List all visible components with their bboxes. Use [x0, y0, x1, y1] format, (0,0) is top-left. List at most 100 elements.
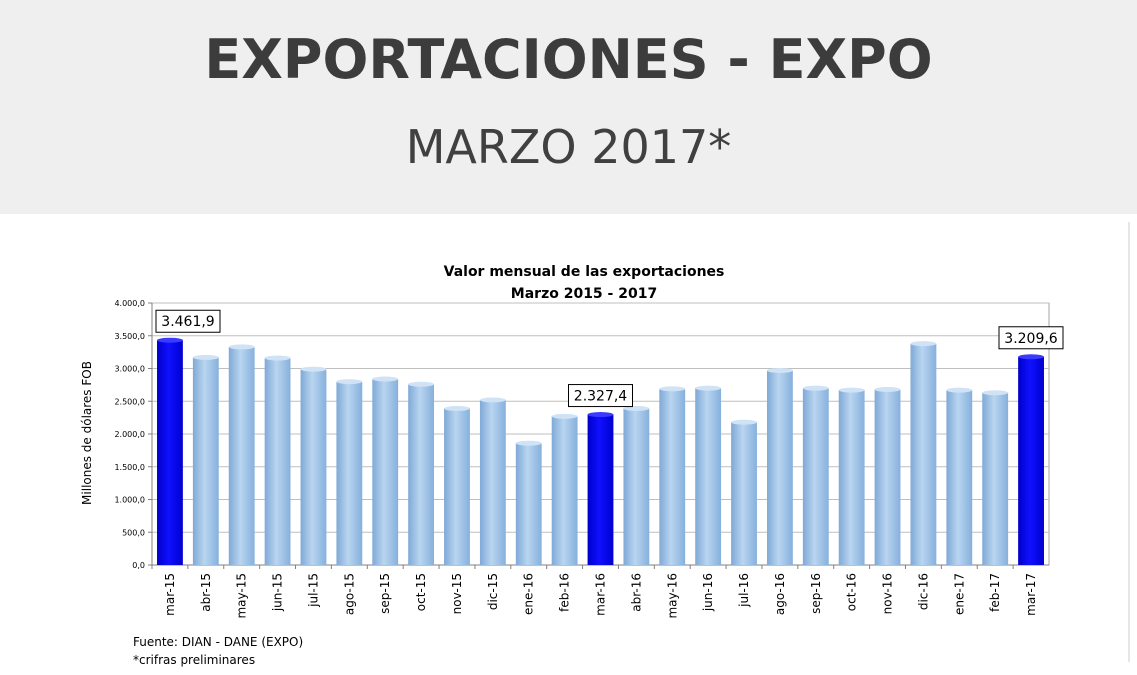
- bar-cap: [1018, 354, 1044, 360]
- x-tick-label: jun-15: [271, 573, 285, 612]
- page-title: EXPORTACIONES - EXPO: [204, 28, 933, 91]
- bar-cap: [623, 405, 650, 411]
- bar-abr-15: [192, 357, 219, 565]
- preliminary-note: *crifras preliminares: [133, 653, 256, 667]
- bar-cap: [264, 355, 291, 361]
- bar-cap: [587, 412, 614, 418]
- data-label: 3.209,6: [1004, 331, 1058, 347]
- bar-feb-16: [551, 416, 578, 565]
- bar-cap: [982, 390, 1009, 396]
- x-tick-label: jul-16: [737, 573, 751, 608]
- y-tick-label: 500,0: [122, 528, 145, 537]
- y-tick-label: 2.500,0: [114, 397, 145, 406]
- bar-cap: [408, 381, 435, 387]
- bar-ago-16: [766, 370, 793, 565]
- x-tick-label: nov-16: [881, 573, 895, 614]
- bar-cap: [695, 385, 722, 391]
- x-tick-label: ene-17: [952, 573, 966, 615]
- bar-cap: [479, 397, 506, 403]
- x-tick-label: sep-15: [378, 573, 392, 614]
- y-tick-label: 4.000,0: [114, 299, 145, 308]
- bar-dic-16: [910, 343, 937, 565]
- export-bar-chart: Valor mensual de las exportaciones Marzo…: [80, 264, 1064, 619]
- x-tick-label: ene-16: [522, 573, 536, 615]
- x-tick-label: jun-16: [701, 573, 715, 612]
- bar-mar-15: [157, 340, 183, 565]
- bar-mar-16: [587, 414, 614, 565]
- y-tick-label: 1.500,0: [114, 463, 145, 472]
- bar-ago-15: [336, 381, 363, 565]
- bar-oct-16: [838, 390, 865, 565]
- x-tick-label: feb-16: [558, 573, 572, 612]
- y-tick-label: 2.000,0: [114, 430, 145, 439]
- bar-cap: [766, 368, 793, 373]
- bar-cap: [192, 354, 219, 360]
- bar-nov-15: [444, 408, 470, 565]
- y-tick-label: 3.500,0: [114, 332, 145, 341]
- bar-cap: [731, 419, 757, 425]
- x-tick-label: feb-17: [988, 573, 1002, 612]
- bar-may-16: [659, 388, 686, 565]
- x-tick-label: may-16: [665, 573, 679, 619]
- x-tick-label: mar-16: [594, 573, 608, 616]
- y-tick-label: 0,0: [132, 561, 145, 570]
- data-label-box: [568, 384, 633, 408]
- bar-cap: [300, 366, 327, 372]
- source-text: Fuente: DIAN - DANE (EXPO): [133, 635, 304, 649]
- bar-feb-17: [982, 392, 1009, 565]
- x-tick-label: dic-15: [486, 573, 500, 610]
- data-label-box: [155, 309, 221, 333]
- data-label: 3.461,9: [161, 314, 214, 330]
- bar-cap: [659, 386, 686, 392]
- bar-dic-15: [479, 399, 506, 565]
- data-label-box: [998, 326, 1064, 350]
- data-label: 2.327,4: [574, 389, 628, 405]
- header-band: [0, 0, 1137, 214]
- source-note: Fuente: DIAN - DANE (EXPO) *crifras prel…: [133, 633, 303, 669]
- bar-cap: [444, 405, 470, 411]
- bar-oct-15: [408, 384, 435, 565]
- bar-cap: [874, 386, 901, 392]
- slide-edge-divider: [1128, 222, 1130, 662]
- bar-cap: [372, 376, 399, 382]
- bar-jun-16: [695, 388, 722, 565]
- bar-sep-16: [802, 388, 829, 565]
- x-tick-label: jul-15: [306, 573, 320, 608]
- bar-jul-15: [300, 369, 327, 565]
- y-axis-label: Millones de dólares FOB: [80, 361, 94, 505]
- x-tick-label: ago-16: [773, 573, 787, 615]
- x-tick-label: mar-15: [163, 573, 177, 616]
- bar-ene-16: [515, 443, 542, 565]
- bar-mar-17: [1018, 356, 1044, 565]
- x-tick-label: abr-16: [629, 573, 643, 612]
- chart-plot-area: 0,0 500,0 1.000,0 1.500,0 2.000,0 2.500,0 3.00…: [114, 299, 1064, 619]
- bar-jun-15: [264, 358, 291, 565]
- bar-cap: [551, 413, 578, 419]
- bar-ene-17: [946, 390, 973, 565]
- page-subtitle: MARZO 2017*: [405, 120, 732, 174]
- bar-cap: [515, 440, 542, 446]
- bar-cap: [946, 387, 973, 393]
- bar-jul-16: [731, 422, 757, 565]
- y-tick-label: 1.000,0: [114, 496, 145, 505]
- bar-may-15: [228, 346, 255, 565]
- x-tick-label: dic-16: [916, 573, 930, 610]
- x-tick-label: nov-15: [450, 573, 464, 614]
- x-tick-label: sep-16: [809, 573, 823, 614]
- bar-cap: [802, 385, 829, 391]
- x-tick-label: ago-15: [342, 573, 356, 615]
- bar-cap: [228, 344, 255, 350]
- x-tick-label: mar-17: [1024, 573, 1038, 616]
- chart-title: Valor mensual de las exportaciones: [444, 264, 725, 280]
- x-tick-label: abr-15: [199, 573, 213, 612]
- y-tick-label: 3.000,0: [114, 365, 145, 374]
- x-tick-label: oct-16: [845, 573, 859, 611]
- chart-subtitle: Marzo 2015 - 2017: [511, 286, 657, 302]
- bar-sep-15: [372, 379, 399, 565]
- bar-abr-16: [623, 408, 650, 565]
- x-tick-label: may-15: [235, 573, 249, 619]
- bar-cap: [910, 341, 937, 347]
- bar-nov-16: [874, 389, 901, 565]
- bar-cap: [336, 379, 363, 385]
- bar-cap: [838, 387, 865, 393]
